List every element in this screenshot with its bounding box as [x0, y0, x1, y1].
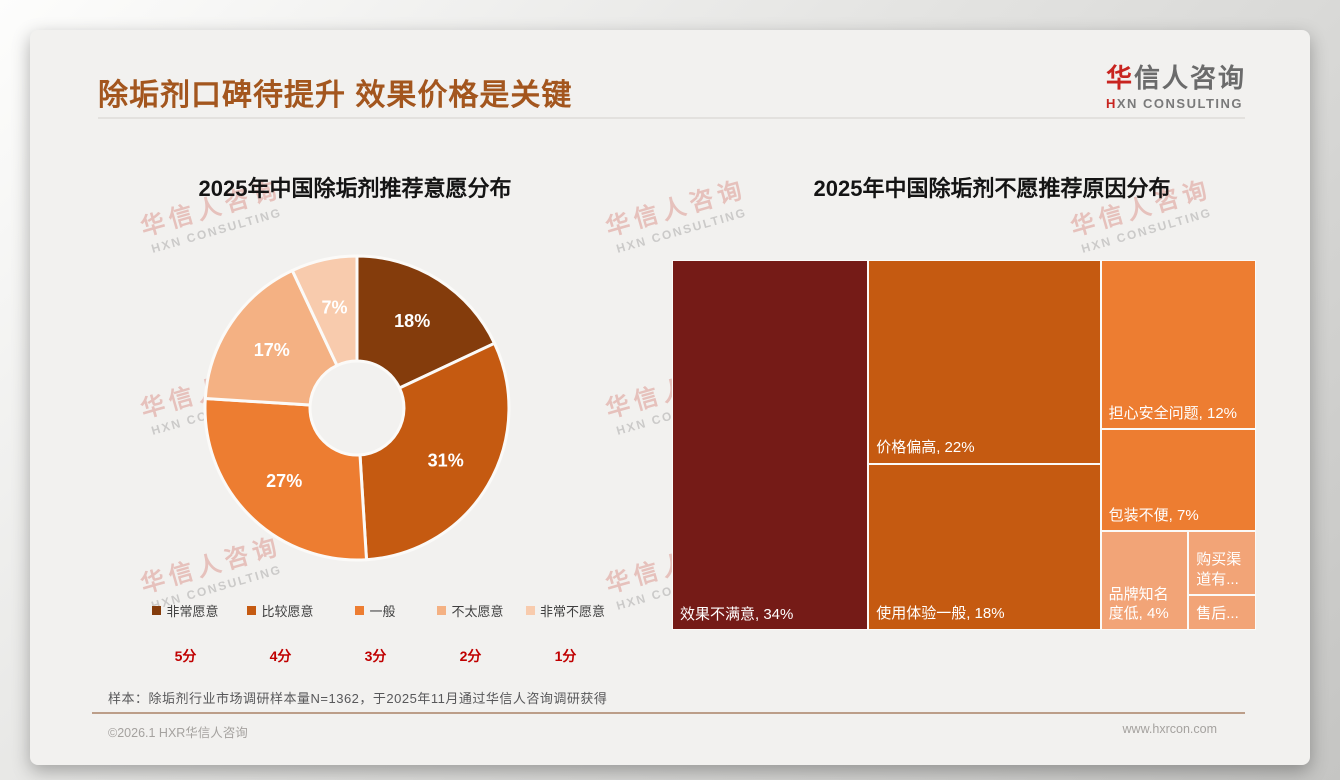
donut-slice-label: 7%: [321, 298, 347, 318]
treemap-cell-label: 包装不便, 7%: [1108, 506, 1199, 524]
treemap-cell-label: 效果不满意, 34%: [680, 605, 794, 623]
logo-en-rest: XN CONSULTING: [1116, 95, 1244, 111]
legend-swatch: [525, 605, 535, 615]
score-label: 1分: [554, 648, 577, 664]
treemap-chart-title: 2025年中国除垢剂不愿推荐原因分布: [813, 176, 1171, 201]
legend-label: 一般: [369, 603, 396, 619]
treemap-cell-2: 价格偏高, 22%: [868, 260, 1101, 464]
legend-item-5: 非常不愿意 1分: [518, 602, 613, 666]
logo-cn-accent: 华: [1105, 63, 1134, 93]
footer-copyright: ©2026.1 HXR华信人咨询: [108, 726, 248, 740]
treemap-cell-7: 购买渠道有...: [1188, 531, 1256, 596]
page-title: 除垢剂口碑待提升 效果价格是关键: [98, 79, 573, 112]
donut-slice-1: [355, 254, 496, 390]
legend-entry: 比较愿意: [247, 602, 314, 619]
donut-slice-5: [290, 254, 359, 367]
legend-entry: 不太愿意: [437, 602, 504, 619]
treemap-cell-label: 使用体验一般, 18%: [876, 605, 1005, 623]
donut-slice-3: [203, 397, 368, 562]
donut-slice-label: 27%: [266, 471, 302, 491]
donut-slice-label: 18%: [394, 311, 430, 331]
treemap-cell-5: 包装不便, 7%: [1100, 429, 1256, 532]
logo-cn-rest: 信人咨询: [1133, 63, 1246, 93]
slide-content: 除垢剂口碑待提升 效果价格是关键 华信人咨询 HXN CONSULTING 20…: [30, 30, 1310, 765]
legend-swatch: [437, 605, 447, 615]
logo-en-accent: H: [1105, 95, 1117, 111]
footer-divider: [92, 712, 1245, 714]
treemap-chart: 效果不满意, 34% 价格偏高, 22% 使用体验一般, 18% 担心安全问题, 12…: [672, 260, 1256, 630]
treemap-cell-4: 担心安全问题, 12%: [1100, 260, 1256, 430]
legend-swatch: [247, 605, 257, 615]
treemap-cell-1: 效果不满意, 34%: [672, 260, 869, 630]
legend-entry: 非常不愿意: [525, 602, 605, 619]
donut-slice-4: [203, 269, 339, 407]
score-label: 5分: [174, 648, 197, 664]
legend-entry: 一般: [355, 602, 396, 619]
title-divider: [98, 117, 1245, 119]
treemap-cell-label: 品牌知名度低, 4%: [1108, 585, 1169, 623]
treemap-cell-8: 售后...: [1188, 595, 1256, 630]
legend-swatch: [355, 605, 365, 615]
legend-entry: 非常愿意: [152, 602, 219, 619]
treemap-cell-label: 售后...: [1196, 605, 1239, 623]
logo-cn-text: 华信人咨询: [1106, 64, 1246, 93]
legend-swatch: [152, 605, 162, 615]
footer-website: www.hxrcon.com: [1122, 722, 1217, 736]
legend-label: 不太愿意: [451, 603, 504, 619]
donut-slice-label: 17%: [254, 340, 290, 360]
logo-en-text: HXN CONSULTING: [1106, 96, 1246, 111]
legend-label: 非常不愿意: [539, 603, 605, 619]
sample-note: 样本：除垢剂行业市场调研样本量N=1362，于2025年11月通过华信人咨询调研…: [108, 691, 608, 706]
treemap-cell-6: 品牌知名度低, 4%: [1100, 531, 1189, 630]
slide: 华信人咨询 HXN CONSULTING 华信人咨询 HXN CONSULTING 华信…: [30, 30, 1310, 765]
legend-label: 比较愿意: [261, 603, 314, 619]
donut-legend: 非常愿意 5分 比较愿意 4分 一般 3分 不太愿意 2分 非常不愿意 1分: [138, 602, 613, 666]
treemap-cell-label: 价格偏高, 22%: [876, 439, 975, 457]
donut-slice-label: 31%: [428, 450, 464, 470]
legend-label: 非常愿意: [166, 603, 219, 619]
company-logo: 华信人咨询 HXN CONSULTING: [1106, 64, 1246, 111]
score-label: 2分: [459, 648, 482, 664]
score-label: 4分: [269, 648, 292, 664]
legend-item-2: 比较愿意 4分: [233, 602, 328, 666]
legend-item-4: 不太愿意 2分: [423, 602, 518, 666]
legend-item-3: 一般 3分: [328, 602, 423, 666]
legend-item-1: 非常愿意 5分: [138, 602, 233, 666]
treemap-cell-3: 使用体验一般, 18%: [868, 463, 1101, 630]
donut-chart: 18% 31% 27% 17% 7%: [203, 254, 511, 562]
score-label: 3分: [364, 648, 387, 664]
treemap-cell-label: 购买渠道有...: [1196, 551, 1242, 588]
donut-chart-title: 2025年中国除垢剂推荐意愿分布: [198, 176, 512, 201]
donut-slice-2: [358, 341, 511, 562]
treemap-cell-label: 担心安全问题, 12%: [1108, 404, 1237, 422]
